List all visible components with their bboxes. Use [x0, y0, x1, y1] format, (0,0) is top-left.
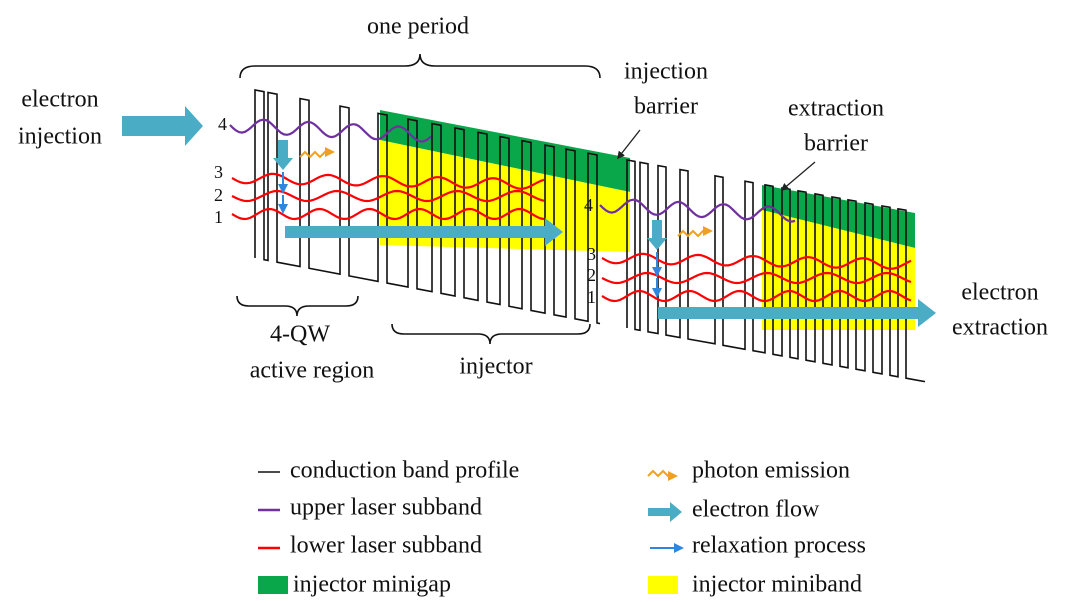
- level: 1: [587, 287, 596, 307]
- label: barrier: [804, 131, 868, 157]
- legend-label: upper laser subband: [290, 495, 482, 521]
- level: 3: [587, 244, 596, 264]
- label: barrier: [634, 94, 698, 120]
- legend-label: photon emission: [692, 458, 850, 484]
- label: extraction: [788, 96, 884, 122]
- label: electron: [961, 280, 1038, 306]
- photon: [678, 231, 711, 236]
- level: 2: [587, 265, 596, 285]
- flow-arrow: [647, 220, 667, 250]
- legend-label: conduction band profile: [290, 458, 519, 484]
- label: extraction: [952, 315, 1048, 341]
- label: injector: [459, 354, 532, 380]
- level: 4: [584, 195, 593, 215]
- brace: [392, 324, 590, 344]
- legend-label: injector minigap: [293, 572, 451, 598]
- diagram: one period electron injection injection …: [0, 0, 1066, 603]
- brace: [237, 296, 358, 316]
- level: 1: [214, 207, 223, 227]
- legend-label: electron flow: [692, 497, 820, 523]
- label: injection: [18, 124, 102, 150]
- level: 3: [214, 162, 223, 182]
- pointer: [618, 130, 640, 158]
- injection-arrow: [122, 106, 203, 146]
- photon: [300, 152, 333, 157]
- legend-label: lower laser subband: [290, 533, 482, 559]
- legend-swatch: [258, 576, 288, 594]
- level: 2: [214, 185, 223, 205]
- pointer: [782, 162, 815, 190]
- label: electron: [21, 87, 98, 113]
- legend-swatch: [648, 502, 682, 522]
- legend-label: relaxation process: [692, 533, 866, 559]
- brace: [240, 54, 600, 78]
- label: injection: [624, 59, 708, 85]
- legend-swatch: [648, 471, 676, 476]
- label: one period: [367, 14, 469, 40]
- legend: conduction band profile upper laser subb…: [258, 458, 866, 598]
- label: active region: [250, 358, 375, 384]
- legend-swatch: [648, 576, 678, 594]
- label: 4-QW: [270, 322, 330, 348]
- legend-label: injector miniband: [692, 572, 862, 598]
- flow-arrow: [273, 140, 293, 170]
- level: 4: [218, 114, 227, 134]
